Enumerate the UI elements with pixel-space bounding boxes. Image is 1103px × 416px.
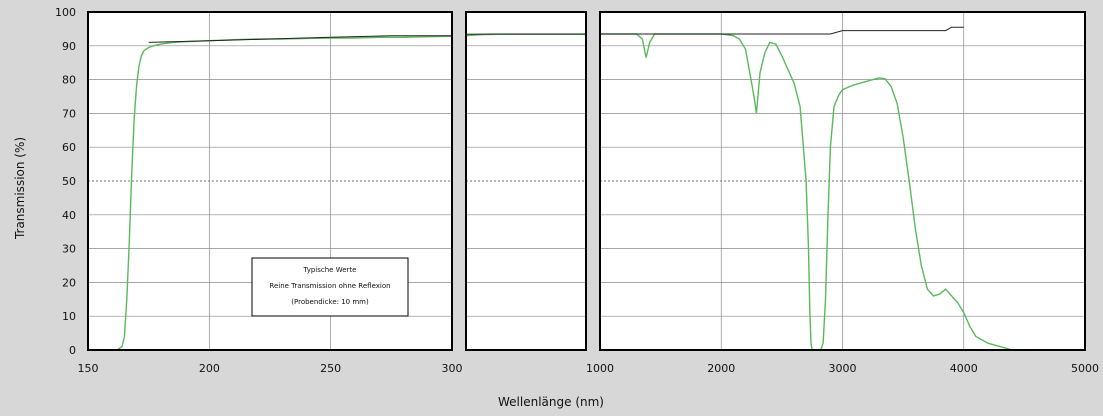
y-tick-label: 90 <box>62 40 76 53</box>
x-tick-label: 200 <box>199 362 220 375</box>
x-axis-label: Wellenlänge (nm) <box>498 395 604 409</box>
reference-line <box>148 35 452 43</box>
annotation-frame <box>251 257 409 317</box>
x-tick-label: 1000 <box>586 362 614 375</box>
y-tick-label: 40 <box>62 209 76 222</box>
y-tick-label: 0 <box>69 344 76 357</box>
reference-line <box>600 26 964 35</box>
x-tick-label: 150 <box>78 362 99 375</box>
measured-transmission-line <box>112 35 453 351</box>
panel-frame <box>465 11 587 351</box>
x-tick-label: 4000 <box>950 362 978 375</box>
y-tick-label: 10 <box>62 310 76 323</box>
x-tick-label: 300 <box>442 362 463 375</box>
y-tick-label: 20 <box>62 276 76 289</box>
y-tick-label: 80 <box>62 74 76 87</box>
y-tick-label: 50 <box>62 175 76 188</box>
y-tick-label: 100 <box>55 6 76 19</box>
panel-uv: 150 200 250 300 <box>78 11 463 375</box>
y-tick-label: 70 <box>62 107 76 120</box>
panel-ir: 1000 2000 3000 4000 5000 <box>586 11 1099 375</box>
annotation-box: Typische Werte Reine Transmission ohne R… <box>251 257 409 317</box>
x-tick-label: 3000 <box>829 362 857 375</box>
y-tick-label: 30 <box>62 243 76 256</box>
annotation-line-3: (Probendicke: 10 mm) <box>291 298 369 306</box>
y-tick-label: 60 <box>62 141 76 154</box>
annotation-line-2: Reine Transmission ohne Reflexion <box>269 282 390 290</box>
panel-vis <box>465 11 587 351</box>
annotation-line-1: Typische Werte <box>303 266 357 274</box>
x-tick-label: 250 <box>320 362 341 375</box>
y-axis-label: Transmission (%) <box>13 137 27 240</box>
measured-transmission-line <box>600 33 1085 351</box>
y-tick-labels: 0 10 20 30 40 50 60 70 80 90 100 <box>55 6 76 357</box>
x-tick-label: 5000 <box>1071 362 1099 375</box>
panel-frame <box>87 11 453 351</box>
chart-panels: 150 200 250 300 1000 2000 3000 4000 5000 <box>78 11 1099 375</box>
panel-frame <box>599 11 1086 351</box>
x-tick-label: 2000 <box>707 362 735 375</box>
